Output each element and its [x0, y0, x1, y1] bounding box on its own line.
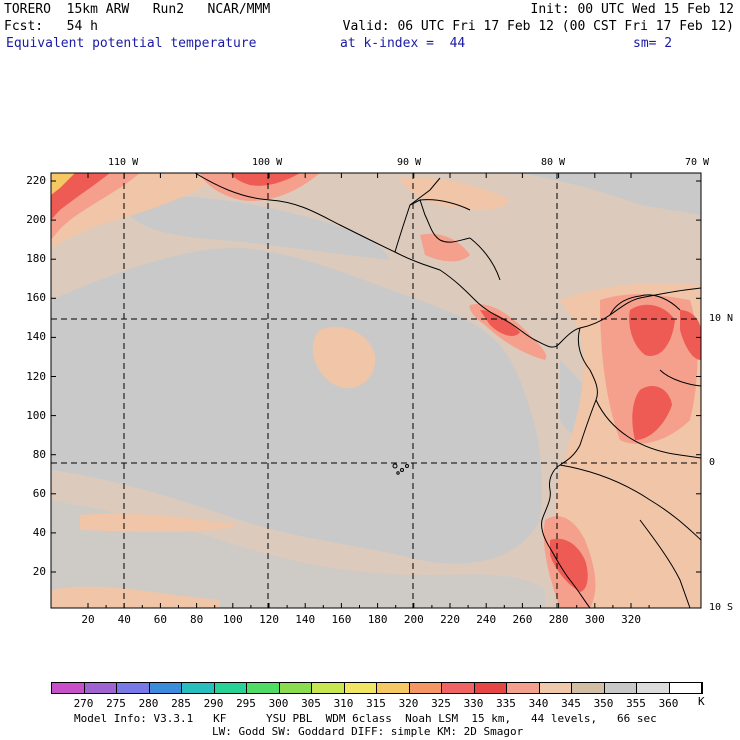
colorbar-level-label: 275	[106, 697, 126, 710]
colorbar-swatch	[539, 683, 572, 693]
x-tick-label: 200	[403, 613, 424, 626]
colorbar-level-label: 310	[333, 697, 354, 710]
smoothing-info: sm= 2	[633, 36, 673, 51]
y-tick-label: 160	[26, 291, 47, 305]
colorbar-level-label: 345	[561, 697, 581, 710]
y-tick-label: 220	[26, 174, 47, 187]
longitude-label: 110 W	[108, 157, 139, 168]
y-tick-label: 100	[26, 408, 47, 422]
x-tick-label: 120	[259, 613, 279, 626]
map-frame	[50, 172, 702, 609]
y-tick-label: 60	[32, 486, 47, 500]
colorbar-swatch	[507, 683, 540, 693]
colorbar-swatch	[117, 683, 150, 693]
x-tick-label: 20	[81, 613, 95, 626]
equivalent-potential-temperature-map	[50, 172, 702, 609]
axis-tick-marks	[51, 173, 701, 608]
colorbar-swatch	[84, 683, 117, 693]
colorbar-level-label: 270	[73, 697, 94, 710]
x-tick-label: 240	[476, 613, 497, 626]
x-tick-label: 220	[440, 613, 460, 626]
level-info: at k-index = 44	[340, 36, 466, 51]
x-tick-label: 180	[367, 613, 388, 626]
longitude-label: 90 W	[397, 157, 422, 168]
colorbar-unit: K	[698, 695, 705, 708]
x-tick-label: 80	[190, 613, 204, 626]
colorbar-level-label: 290	[203, 697, 224, 710]
valid-time: Valid: 06 UTC Fri 17 Feb 12 (00 CST Fri …	[342, 19, 734, 34]
colorbar-swatch	[474, 683, 507, 693]
colorbar-level-label: 330	[463, 697, 484, 710]
x-tick-label: 260	[512, 613, 533, 626]
longitude-label: 80 W	[541, 157, 566, 168]
colorbar-swatch	[149, 683, 182, 693]
colorbar-level-label: 325	[431, 697, 451, 710]
model-info: Model Info: V3.3.1 KF YSU PBL WDM 6class…	[74, 712, 657, 725]
longitude-label: 100 W	[252, 157, 283, 168]
colorbar-swatch	[312, 683, 345, 693]
colorbar-level-label: 305	[301, 697, 321, 710]
colorbar-swatch	[637, 683, 670, 693]
colorbar-level-label: 315	[366, 697, 386, 710]
latitude-label: 0	[709, 457, 716, 468]
colorbar-level-label: 340	[528, 697, 549, 710]
colorbar-swatch	[604, 683, 637, 693]
longitude-label: 70 W	[685, 157, 710, 168]
x-tick-label: 140	[295, 613, 316, 626]
y-tick-label: 180	[26, 252, 47, 266]
colorbar-level-label: 295	[236, 697, 256, 710]
colorbar-swatch	[182, 683, 215, 693]
colorbar-swatch	[442, 683, 475, 693]
colorbar-swatch	[52, 683, 85, 693]
colorbar-swatch	[344, 683, 377, 693]
x-tick-label: 300	[584, 613, 605, 626]
x-tick-label: 100	[222, 613, 243, 626]
colorbar-frame	[51, 682, 703, 694]
colorbar-level-label: 280	[138, 697, 159, 710]
lat-lon-grid	[51, 173, 701, 608]
colorbar-level-label: 285	[171, 697, 191, 710]
y-tick-label: 40	[32, 525, 47, 539]
y-tick-label: 80	[32, 447, 47, 461]
colorbar-level-label: 360	[658, 697, 679, 710]
x-tick-label: 280	[548, 613, 569, 626]
init-time: Init: 00 UTC Wed 15 Feb 12	[530, 2, 735, 17]
y-tick-label: 200	[26, 213, 47, 227]
colorbar-level-label: 300	[268, 697, 289, 710]
colorbar-swatch	[377, 683, 410, 693]
y-tick-label: 140	[26, 330, 47, 344]
x-tick-label: 40	[117, 613, 131, 626]
y-tick-label: 20	[32, 565, 47, 578]
model-title: TORERO 15km ARW Run2 NCAR/MMM	[4, 2, 271, 17]
x-tick-label: 60	[153, 613, 168, 626]
physics-info: LW: Godd SW: Goddard DIFF: simple KM: 2D…	[212, 725, 524, 738]
forecast-hour: Fcst: 54 h	[4, 19, 98, 34]
coastlines	[194, 173, 701, 608]
colorbar-level-label: 320	[398, 697, 419, 710]
colorbar-swatch	[279, 683, 312, 693]
colorbar-swatch	[214, 683, 247, 693]
x-tick-label: 160	[331, 613, 352, 626]
y-tick-label: 120	[26, 369, 47, 383]
colorbar-swatch	[409, 683, 442, 693]
latitude-label: 10 N	[709, 313, 734, 324]
colorbar-swatch	[247, 683, 280, 693]
colorbar-swatch	[572, 683, 605, 693]
red-field	[51, 173, 701, 592]
colorbar-swatch	[669, 683, 702, 693]
latitude-label: 10 S	[709, 602, 734, 613]
colorbar-level-label: 350	[593, 697, 614, 710]
colorbar-level-label: 335	[496, 697, 516, 710]
field-name: Equivalent potential temperature	[6, 36, 257, 51]
warm-corner	[51, 173, 75, 195]
x-tick-label: 320	[621, 613, 641, 626]
colorbar-level-label: 355	[626, 697, 646, 710]
